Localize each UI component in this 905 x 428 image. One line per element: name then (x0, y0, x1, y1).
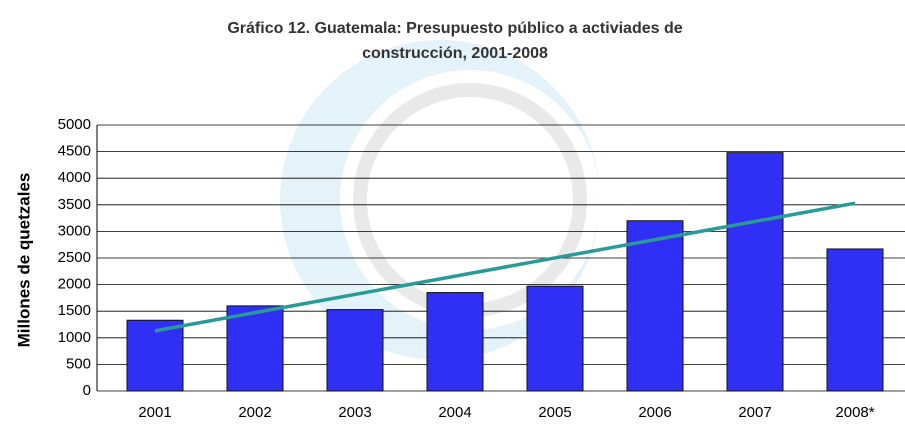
x-tick-label: 2002 (238, 404, 271, 421)
y-tick-label: 4000 (58, 169, 91, 186)
x-tick-label: 2003 (338, 404, 371, 421)
y-tick-label: 3000 (58, 222, 91, 239)
trendline (154, 201, 856, 333)
y-tick-label: 5000 (58, 116, 91, 133)
bar (826, 248, 884, 392)
y-tick-label: 1000 (58, 329, 91, 346)
x-tick-label: 2008* (835, 404, 874, 421)
x-tick-label: 2006 (638, 404, 671, 421)
y-axis-label: Millones de quetzales (14, 173, 33, 348)
bar (126, 319, 184, 392)
y-tick-label: 0 (83, 382, 91, 399)
y-tick-label: 2000 (58, 276, 91, 293)
bar (626, 220, 684, 392)
chart-title: Gráfico 12. Guatemala: Presupuesto públi… (227, 20, 683, 62)
y-tick-label: 3500 (58, 196, 91, 213)
x-tick-label: 2001 (138, 404, 171, 421)
y-tick-label: 1500 (58, 302, 91, 319)
y-tick-label: 4500 (58, 143, 91, 160)
y-tick-label: 500 (66, 355, 91, 372)
x-tick-label: 2005 (538, 404, 571, 421)
y-tick-label: 2500 (58, 249, 91, 266)
x-tick-label: 2004 (438, 404, 471, 421)
bar (226, 305, 284, 392)
bar (726, 152, 784, 392)
bar (426, 292, 484, 392)
x-tick-label: 2007 (738, 404, 771, 421)
bar (526, 285, 584, 392)
bar (326, 309, 384, 392)
